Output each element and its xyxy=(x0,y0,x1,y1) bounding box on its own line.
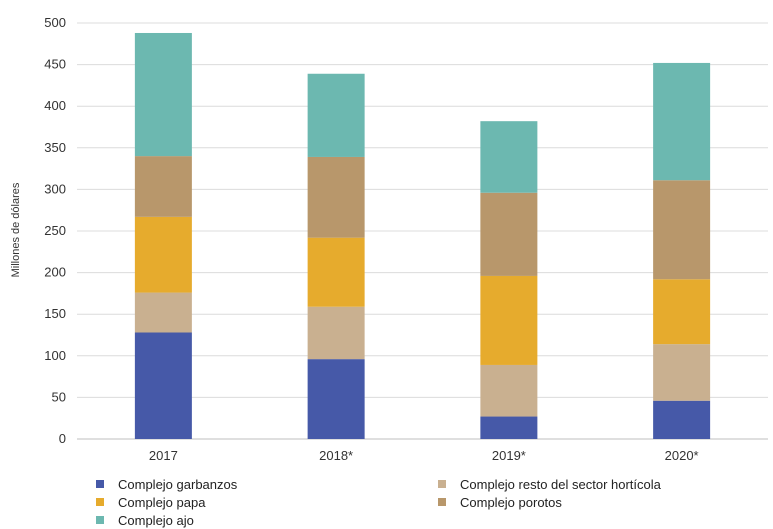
y-tick-label: 250 xyxy=(44,223,66,238)
y-tick-label: 100 xyxy=(44,348,66,363)
y-axis-label: Millones de dólares xyxy=(10,182,22,277)
legend-label: Complejo resto del sector hortícola xyxy=(460,476,661,492)
bar-segment xyxy=(307,306,365,360)
x-axis-ticks: 2017 2018* 2019* 2020* xyxy=(149,448,699,463)
bar-segment xyxy=(653,279,711,345)
y-axis-ticks: 0 50 100 150 200 250 300 350 400 450 500 xyxy=(44,15,66,446)
bar-segment xyxy=(307,359,365,439)
bar-segment xyxy=(307,156,365,238)
legend-swatch xyxy=(438,498,446,506)
y-tick-label: 400 xyxy=(44,98,66,113)
legend-swatch xyxy=(96,480,104,488)
bar-segment xyxy=(134,32,192,157)
bar-segment xyxy=(134,292,192,333)
bar-segment xyxy=(134,216,192,293)
bar-segment xyxy=(653,400,711,439)
y-tick-label: 350 xyxy=(44,140,66,155)
legend-item-porotos: Complejo porotos xyxy=(438,494,562,510)
y-tick-label: 500 xyxy=(44,15,66,30)
bar-segment xyxy=(480,364,538,417)
bar-segment xyxy=(653,344,711,401)
legend-item-garbanzos: Complejo garbanzos xyxy=(96,476,237,492)
x-tick-label: 2020* xyxy=(665,448,699,463)
bar-segment xyxy=(480,275,538,365)
y-tick-label: 150 xyxy=(44,306,66,321)
y-tick-label: 50 xyxy=(52,389,66,404)
legend-item-papa: Complejo papa xyxy=(96,494,205,510)
bar-segment xyxy=(480,192,538,276)
y-tick-label: 450 xyxy=(44,57,66,72)
bar-segment xyxy=(653,62,711,181)
bar-segment xyxy=(480,121,538,193)
y-tick-label: 200 xyxy=(44,265,66,280)
bar-segment xyxy=(307,237,365,307)
x-tick-label: 2019* xyxy=(492,448,526,463)
bar-segment xyxy=(480,416,538,439)
legend-label: Complejo garbanzos xyxy=(118,476,238,492)
y-tick-label: 300 xyxy=(44,181,66,196)
y-tick-label: 0 xyxy=(59,431,66,446)
legend-label: Complejo ajo xyxy=(118,512,194,528)
legend-item-ajo: Complejo ajo xyxy=(96,512,194,528)
bar-segment xyxy=(307,73,365,157)
gridlines xyxy=(77,22,768,440)
legend-swatch xyxy=(438,480,446,488)
legend: Complejo garbanzos Complejo resto del se… xyxy=(96,476,756,528)
bar-segment xyxy=(653,180,711,280)
legend-label: Complejo porotos xyxy=(460,494,562,510)
legend-swatch xyxy=(96,498,104,506)
legend-item-resto-horticola: Complejo resto del sector hortícola xyxy=(438,476,661,492)
legend-label: Complejo papa xyxy=(118,494,206,510)
x-tick-label: 2017 xyxy=(149,448,178,463)
bars xyxy=(134,32,711,439)
bar-segment xyxy=(134,332,192,439)
bar-segment xyxy=(134,156,192,217)
legend-swatch xyxy=(96,516,104,524)
x-tick-label: 2018* xyxy=(319,448,353,463)
